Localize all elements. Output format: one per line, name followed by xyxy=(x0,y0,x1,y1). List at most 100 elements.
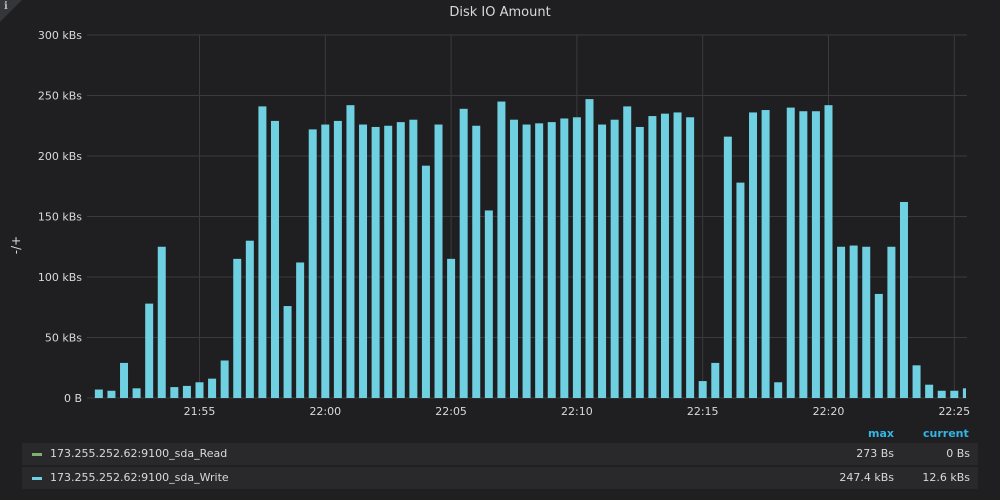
chart-bar xyxy=(396,122,405,399)
chart-bar xyxy=(182,385,191,398)
x-tick-label: 22:10 xyxy=(561,405,593,418)
chart-bar xyxy=(962,388,966,398)
x-tick-label: 22:20 xyxy=(813,405,845,418)
chart-bar xyxy=(459,108,468,398)
chart-bar xyxy=(484,210,493,398)
x-tick-label: 22:00 xyxy=(309,405,341,418)
chart-bar xyxy=(195,382,204,398)
chart-bar xyxy=(912,365,921,398)
legend-header-max[interactable]: max xyxy=(868,427,894,440)
chart-bar xyxy=(233,258,242,398)
y-tick-label: 50 kBs xyxy=(45,332,82,345)
legend-swatch-read xyxy=(32,453,42,456)
chart-bar xyxy=(572,117,581,398)
y-tick-label: 250 kBs xyxy=(38,90,82,103)
chart-bar xyxy=(107,390,116,398)
chart-bar xyxy=(522,124,531,398)
chart-bar xyxy=(157,246,166,398)
chart-bar xyxy=(786,107,795,398)
legend-current-value: 12.6 kBs xyxy=(922,471,970,484)
chart-bar xyxy=(497,101,506,399)
chart-bar xyxy=(346,105,355,399)
chart-bar xyxy=(698,381,707,398)
legend-row-read[interactable]: 173.255.252.62:9100_sda_Read 273 Bs 0 Bs xyxy=(22,443,978,465)
chart-bar xyxy=(648,116,657,398)
chart-bar xyxy=(434,124,443,398)
chart-bar xyxy=(208,378,217,398)
panel-info-corner[interactable] xyxy=(0,0,22,22)
chart-bar xyxy=(270,120,279,398)
chart-bar xyxy=(145,303,154,398)
y-tick-label: 300 kBs xyxy=(38,29,82,42)
chart-bar xyxy=(686,117,695,398)
chart-bar xyxy=(761,110,770,399)
legend-header-current[interactable]: current xyxy=(923,427,969,440)
legend-current-value: 0 Bs xyxy=(946,447,970,460)
chart-bar xyxy=(472,125,481,398)
chart-bar xyxy=(296,262,305,398)
chart-bar xyxy=(862,246,871,398)
legend-series-name[interactable]: 173.255.252.62:9100_sda_Write xyxy=(50,471,229,484)
chart-bar xyxy=(359,124,368,398)
x-tick-label: 22:25 xyxy=(938,405,970,418)
chart-bar xyxy=(824,105,833,399)
chart-bar xyxy=(510,119,518,398)
y-tick-label: 200 kBs xyxy=(38,150,82,163)
y-tick-label: 0 B xyxy=(64,392,82,405)
y-tick-label: 150 kBs xyxy=(38,211,82,224)
legend-max-value: 247.4 kBs xyxy=(839,471,894,484)
chart-bar xyxy=(321,124,330,398)
chart-bar xyxy=(560,118,569,399)
chart-bar xyxy=(723,136,732,398)
chart-bar xyxy=(623,106,632,398)
chart-bar xyxy=(132,388,141,398)
chart-bar xyxy=(409,119,418,398)
legend-max-value: 273 Bs xyxy=(856,447,894,460)
chart-bar xyxy=(837,246,846,398)
chart-bar xyxy=(799,111,808,398)
chart-bar xyxy=(333,120,342,398)
chart-bar xyxy=(220,360,229,398)
chart-bar xyxy=(585,99,594,398)
chart-bar xyxy=(874,293,883,398)
panel-title: Disk IO Amount xyxy=(449,5,551,20)
chart-bar xyxy=(811,111,820,398)
chart-bar xyxy=(120,362,129,398)
chart-bar xyxy=(547,122,556,399)
chart-bar xyxy=(308,129,317,398)
info-icon[interactable]: i xyxy=(4,1,8,12)
chart-bar xyxy=(937,390,946,398)
chart-bar xyxy=(258,106,267,398)
legend-row-write[interactable]: 173.255.252.62:9100_sda_Write 247.4 kBs … xyxy=(22,467,978,489)
chart-bar xyxy=(899,201,908,398)
chart-bar xyxy=(371,126,380,399)
y-tick-label: 100 kBs xyxy=(38,271,82,284)
chart-bar xyxy=(245,240,254,398)
chart-bar xyxy=(94,389,103,398)
disk-io-chart: 0 B 50 kBs 100 kBs 150 kBs 200 kBs 250 kBs 300… xyxy=(38,29,970,418)
chart-bar xyxy=(950,390,959,398)
x-tick-label: 21:55 xyxy=(184,405,216,418)
chart-bar xyxy=(535,123,544,398)
chart-bar xyxy=(673,112,682,398)
x-tick-label: 22:15 xyxy=(687,405,719,418)
chart-bar xyxy=(711,362,720,398)
legend-series-name[interactable]: 173.255.252.62:9100_sda_Read xyxy=(50,447,228,460)
chart-bar xyxy=(925,384,934,398)
chart-bar xyxy=(283,306,292,398)
legend-swatch-write xyxy=(32,477,42,480)
chart-bar xyxy=(421,165,430,398)
chart-bar xyxy=(774,382,783,398)
chart-bar xyxy=(660,113,669,399)
chart-bar xyxy=(849,245,858,398)
chart-bar xyxy=(736,182,745,398)
chart-bar xyxy=(635,126,644,399)
chart-bar xyxy=(610,119,619,398)
x-tick-label: 22:05 xyxy=(435,405,467,418)
chart-bar xyxy=(170,387,179,398)
chart-bar xyxy=(384,125,393,398)
chart-bar xyxy=(749,112,758,398)
chart-bar xyxy=(887,246,896,398)
chart-bar xyxy=(598,124,607,398)
chart-bar xyxy=(447,258,456,398)
